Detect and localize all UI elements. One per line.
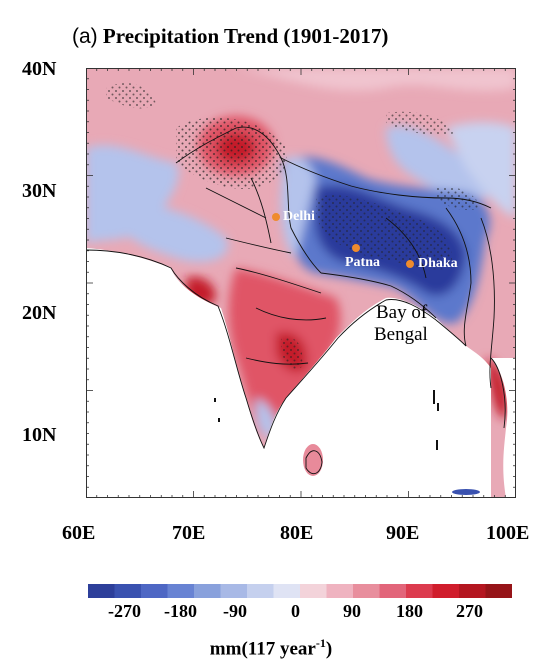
colorbar-tick-6: 270 <box>456 601 483 621</box>
bay-of-bengal-label: Bay of Bengal <box>374 302 428 346</box>
figure-title: (a) Precipitation Trend (1901-2017) <box>72 24 388 49</box>
unit-main: mm(117 year <box>209 638 316 660</box>
precipitation-trend-map <box>86 68 516 498</box>
colorbar-swatch-10 <box>353 584 380 598</box>
colorbar-unit-label: mm(117 year-1) <box>0 636 542 660</box>
lon-tick-100e: 100E <box>486 522 530 544</box>
colorbar-swatch-0 <box>88 584 115 598</box>
lat-tick-10n: 10N <box>22 424 57 446</box>
city-marker-patna <box>352 244 360 252</box>
colorbar-swatch-15 <box>485 584 512 598</box>
colorbar-swatch-9 <box>326 584 354 598</box>
panel-label: (a) <box>72 25 98 48</box>
city-marker-delhi <box>272 213 280 221</box>
colorbar-swatch-5 <box>220 584 248 598</box>
title-text: Precipitation Trend (1901-2017) <box>102 24 389 48</box>
lon-tick-70e: 70E <box>172 522 206 544</box>
city-label-dhaka: Dhaka <box>418 256 458 271</box>
colorbar-swatch-13 <box>432 584 460 598</box>
colorbar <box>88 584 512 598</box>
colorbar-swatch-1 <box>114 584 142 598</box>
colorbar-swatch-4 <box>194 584 221 598</box>
city-label-patna: Patna <box>345 255 380 270</box>
bay-label-line2: Bengal <box>374 324 428 345</box>
colorbar-swatch-8 <box>300 584 327 598</box>
boundary-lines <box>86 126 495 475</box>
colorbar-tick-0: -270 <box>108 601 141 621</box>
unit-sup: -1 <box>315 636 326 650</box>
city-marker-dhaka <box>406 260 414 268</box>
lat-tick-40n: 40N <box>22 58 57 80</box>
lon-tick-80e: 80E <box>280 522 314 544</box>
lat-tick-30n: 30N <box>22 180 57 202</box>
lat-tick-20n: 20N <box>22 302 57 324</box>
unit-close: ) <box>325 638 333 660</box>
colorbar-swatch-2 <box>141 584 168 598</box>
colorbar-swatch-11 <box>379 584 407 598</box>
colorbar-tick-5: 180 <box>396 601 423 621</box>
colorbar-tick-2: -90 <box>223 601 247 621</box>
colorbar-swatch-14 <box>459 584 486 598</box>
lon-tick-60e: 60E <box>62 522 96 544</box>
colorbar-tick-3: 0 <box>291 601 300 621</box>
colorbar-tick-1: -180 <box>164 601 197 621</box>
colorbar-tick-4: 90 <box>343 601 361 621</box>
colorbar-swatch-7 <box>273 584 301 598</box>
colorbar-swatch-3 <box>167 584 195 598</box>
lon-tick-90e: 90E <box>386 522 420 544</box>
city-label-delhi: Delhi <box>283 209 315 224</box>
colorbar-swatch-6 <box>247 584 274 598</box>
colorbar-swatch-12 <box>406 584 433 598</box>
bay-label-line1: Bay of <box>376 302 428 323</box>
